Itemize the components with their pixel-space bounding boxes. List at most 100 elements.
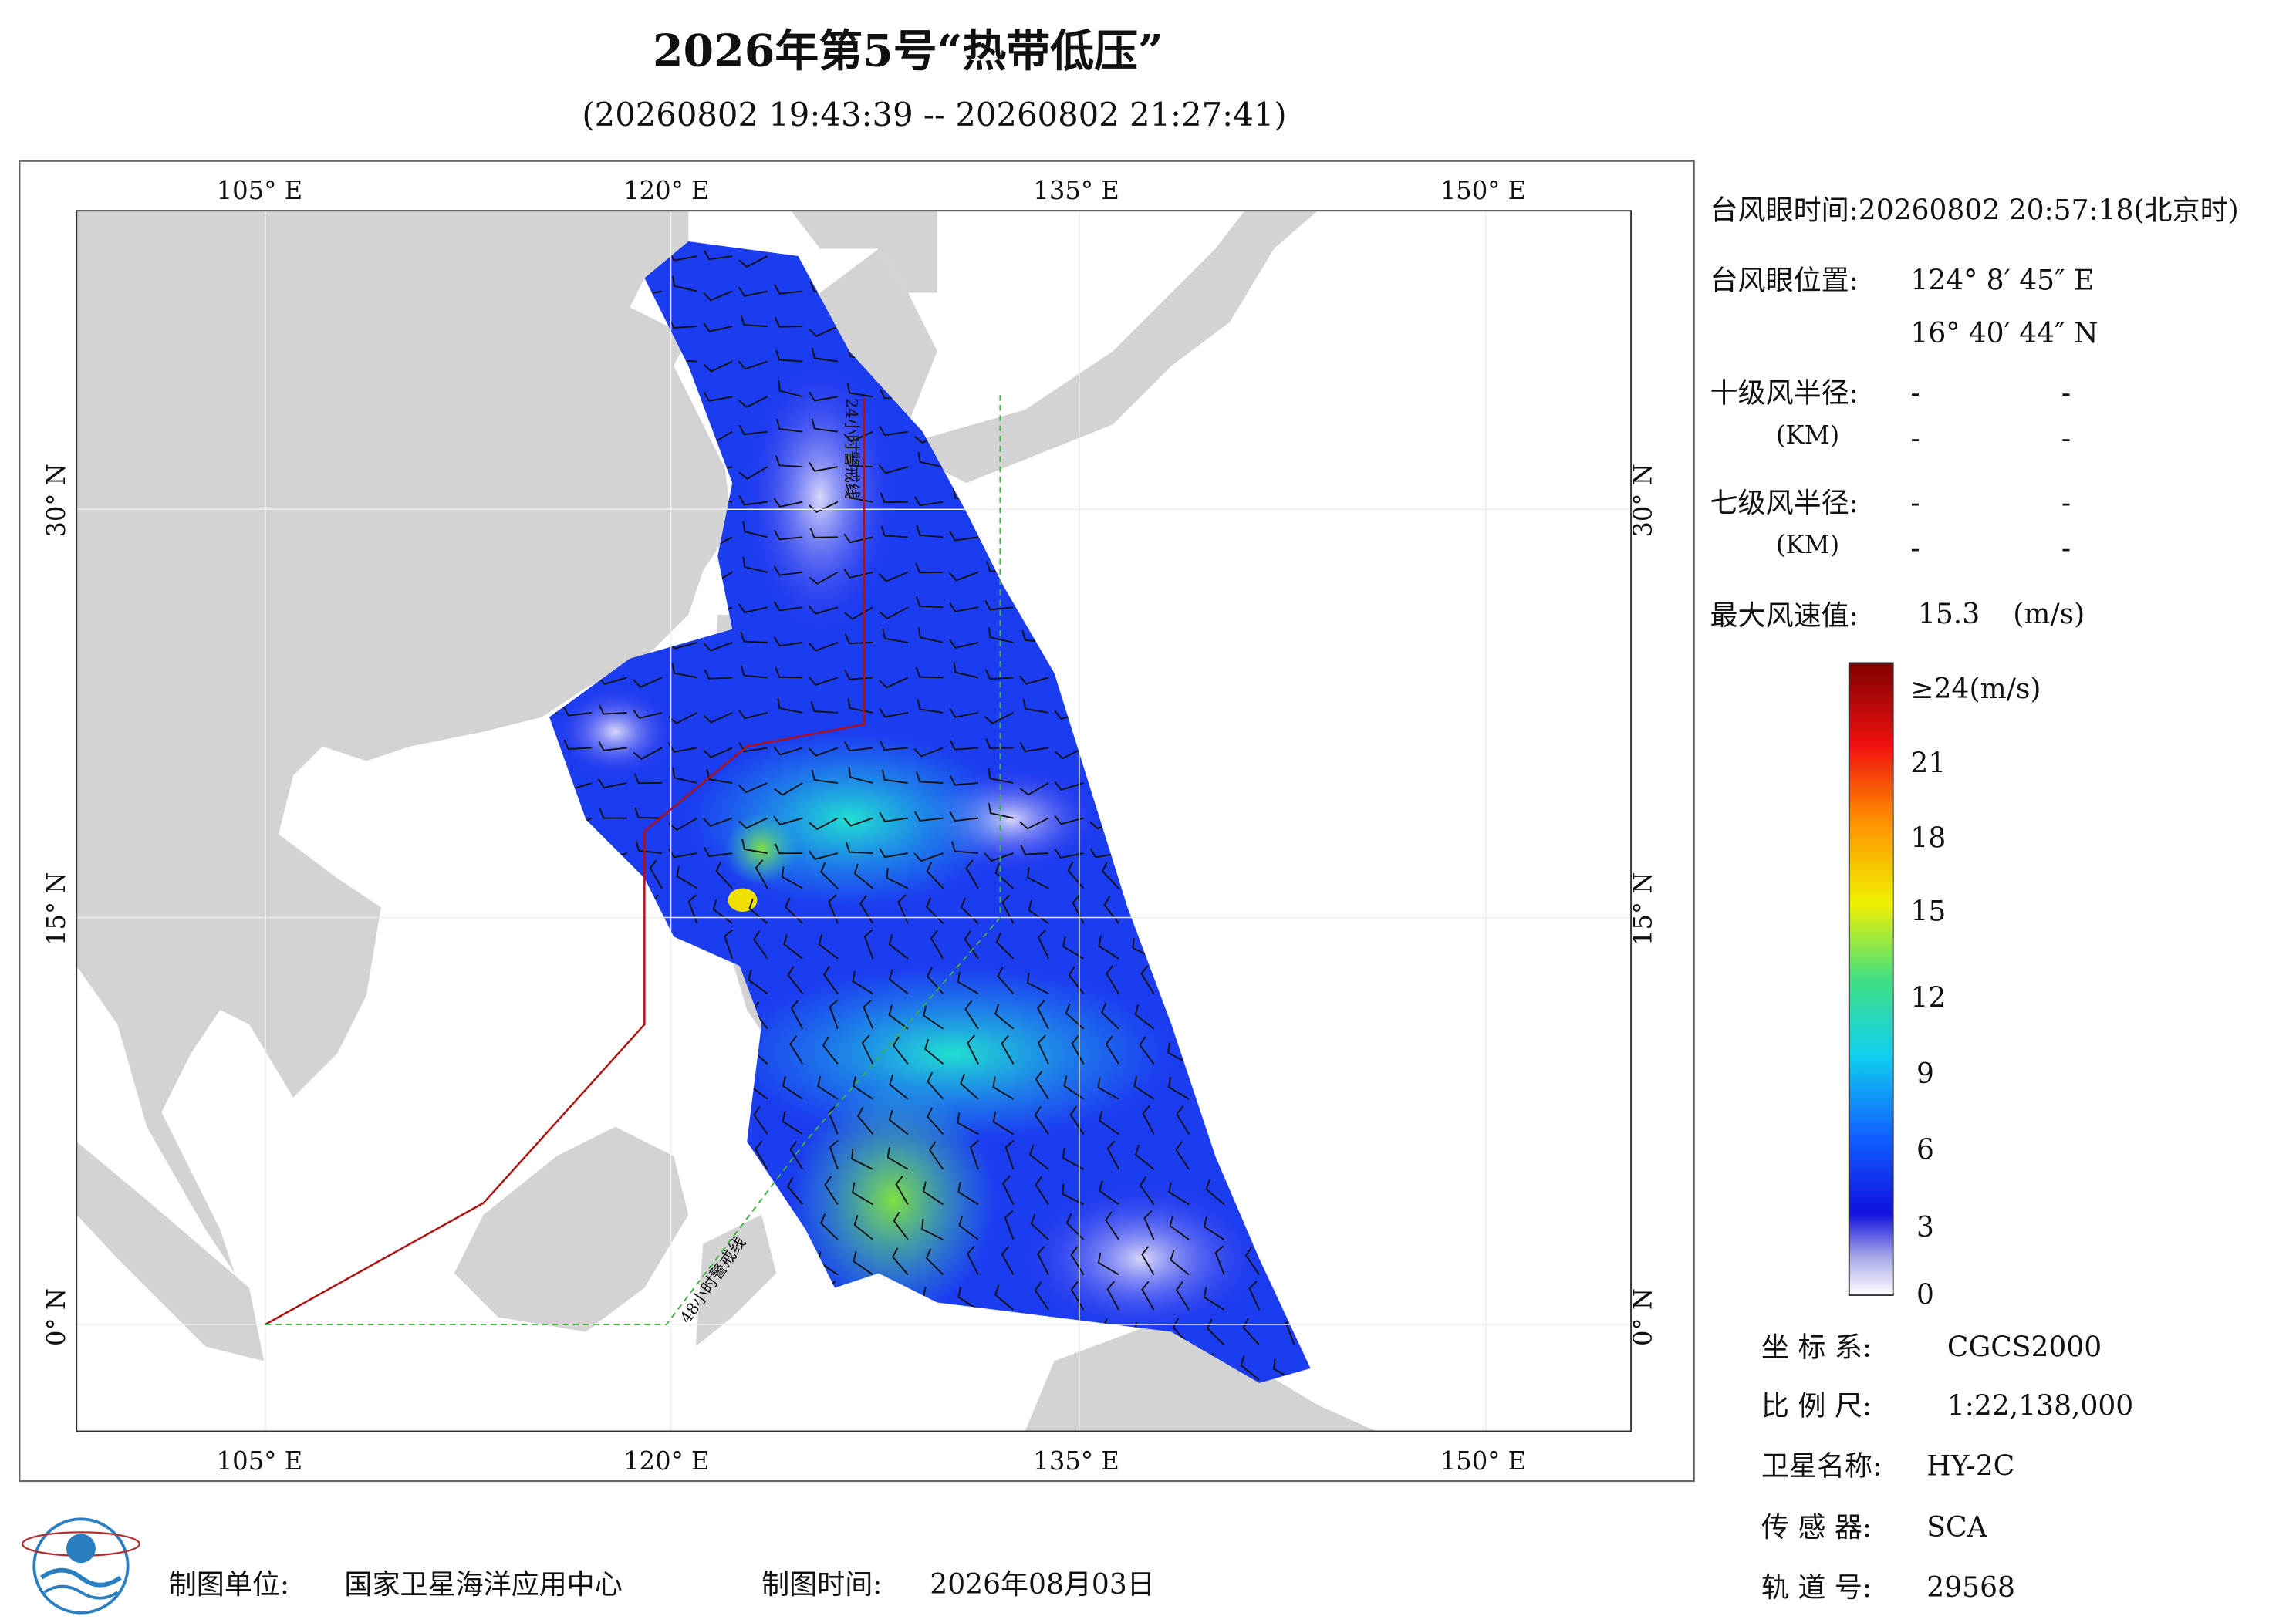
- wind-barb: [633, 747, 663, 761]
- wind-barb: [781, 866, 803, 889]
- wind-barb: [822, 965, 839, 994]
- eye-lon: 124° 8′ 45″ E: [1910, 265, 2094, 297]
- wind-barb: [984, 669, 1014, 680]
- meta-label: 坐 标 系:: [1761, 1332, 1872, 1364]
- wind-barb: [997, 967, 1015, 994]
- wind-barb: [888, 1109, 909, 1135]
- wind-barb: [895, 1176, 909, 1205]
- wind-barb: [949, 531, 979, 542]
- wind-barb: [773, 498, 803, 508]
- wind-barb: [740, 665, 768, 679]
- eye-time: 台风眼时间:20260802 20:57:18(北京时): [1710, 195, 2239, 227]
- warning-label-24h: 24小时警戒线: [842, 398, 861, 499]
- wind-barb: [1004, 1139, 1015, 1170]
- wind-barb: [1072, 894, 1085, 924]
- wind-barb: [925, 1248, 944, 1276]
- wind-barb: [1099, 1180, 1119, 1206]
- wind-barb: [810, 701, 838, 714]
- wind-barb: [845, 455, 873, 468]
- footer-label: 制图时间:: [761, 1569, 882, 1601]
- wind-barb: [994, 862, 1015, 889]
- wind-barb: [853, 1251, 873, 1276]
- wind-barb: [1062, 936, 1085, 960]
- wind-barb: [1062, 1183, 1084, 1206]
- wind-barb: [1019, 741, 1049, 752]
- wind-barb: [738, 709, 768, 720]
- wind-barb: [741, 838, 768, 855]
- wind-barb: [1001, 1175, 1015, 1205]
- meta-value: SCA: [1926, 1512, 1987, 1544]
- wind-barb: [994, 1284, 1015, 1311]
- wind-barb: [753, 930, 768, 960]
- wind-barb: [1244, 1246, 1260, 1276]
- wind-barb: [774, 529, 803, 541]
- wind-barb: [634, 807, 663, 819]
- wind-barb: [1098, 936, 1119, 960]
- wind-barb: [1035, 1176, 1049, 1205]
- wind-barb: [775, 455, 803, 468]
- wind-barb: [1019, 675, 1049, 685]
- map-area: 24小时警戒线 48小时警戒线: [76, 211, 1632, 1432]
- eye-lat: 16° 40′ 44″ N: [1910, 318, 2098, 349]
- wind-barb: [923, 1181, 944, 1206]
- wind-barb: [880, 525, 908, 538]
- wind-barb: [960, 1073, 979, 1100]
- wind-barb: [852, 971, 873, 995]
- wind-barb: [672, 275, 697, 292]
- wind-barb: [811, 418, 838, 433]
- wind-barb: [633, 709, 663, 720]
- wind-barb: [1204, 1216, 1225, 1240]
- wind-barb: [782, 1075, 803, 1100]
- wind-barb: [879, 740, 908, 751]
- wind-barb: [1029, 1145, 1049, 1170]
- subtitle: (20260802 19:43:39 -- 20260802 21:27:41): [582, 96, 1286, 133]
- wind-barb: [738, 742, 768, 753]
- wind-barb: [915, 562, 944, 574]
- value: -: [1910, 423, 1920, 455]
- wind-barb: [562, 706, 593, 717]
- value: -: [2061, 533, 2071, 565]
- wind-barb: [995, 932, 1015, 960]
- wind-barb: [969, 1139, 979, 1170]
- wind-barb: [917, 627, 944, 643]
- wind-barb: [914, 811, 944, 822]
- wind-barb: [738, 424, 768, 436]
- wind-barb: [1105, 1035, 1119, 1065]
- colorbar-tick: 3: [1916, 1212, 1934, 1243]
- meta-label: 卫星名称:: [1761, 1450, 1882, 1482]
- wind-barb: [1028, 899, 1049, 924]
- value: 20260802 20:57:18(北京时): [1859, 195, 2239, 227]
- wind-barb: [1054, 815, 1084, 825]
- wind-barb: [1143, 1210, 1155, 1240]
- wind-barb: [1175, 1281, 1190, 1311]
- colorbar-tick: 18: [1910, 822, 1946, 854]
- meta-value: 1:22,138,000: [1947, 1391, 2133, 1422]
- wind-barb: [738, 287, 768, 297]
- wind-barb: [1097, 1252, 1119, 1276]
- wind-barb: [817, 1076, 839, 1100]
- wind-barb: [774, 317, 803, 328]
- wind-barb: [738, 603, 768, 614]
- wind-barb: [1065, 1213, 1085, 1240]
- wind-barb: [889, 1074, 909, 1100]
- wind-barb: [703, 747, 733, 758]
- wind-barb: [1019, 782, 1049, 796]
- wind-barb: [773, 601, 803, 612]
- wind-barb: [1106, 1281, 1119, 1311]
- label: 七级风半径:: [1710, 488, 1859, 519]
- wind-barb: [957, 971, 979, 995]
- meta-value: HY-2C: [1926, 1450, 2014, 1482]
- wind-barb: [1001, 1034, 1015, 1065]
- label: 最大风速值:: [1710, 600, 1859, 632]
- colorbar-tick: 9: [1916, 1058, 1934, 1090]
- wind-barb: [1036, 1000, 1049, 1030]
- wind-barb: [1020, 845, 1049, 855]
- wind-barb: [948, 571, 979, 582]
- wind-barb: [1036, 1245, 1049, 1275]
- wind-barb: [888, 934, 909, 960]
- wind-barb: [809, 817, 839, 831]
- unit: (m/s): [2013, 599, 2085, 630]
- wind-barb: [809, 391, 838, 402]
- wind-barb: [863, 929, 874, 959]
- wind-barb: [957, 1112, 979, 1135]
